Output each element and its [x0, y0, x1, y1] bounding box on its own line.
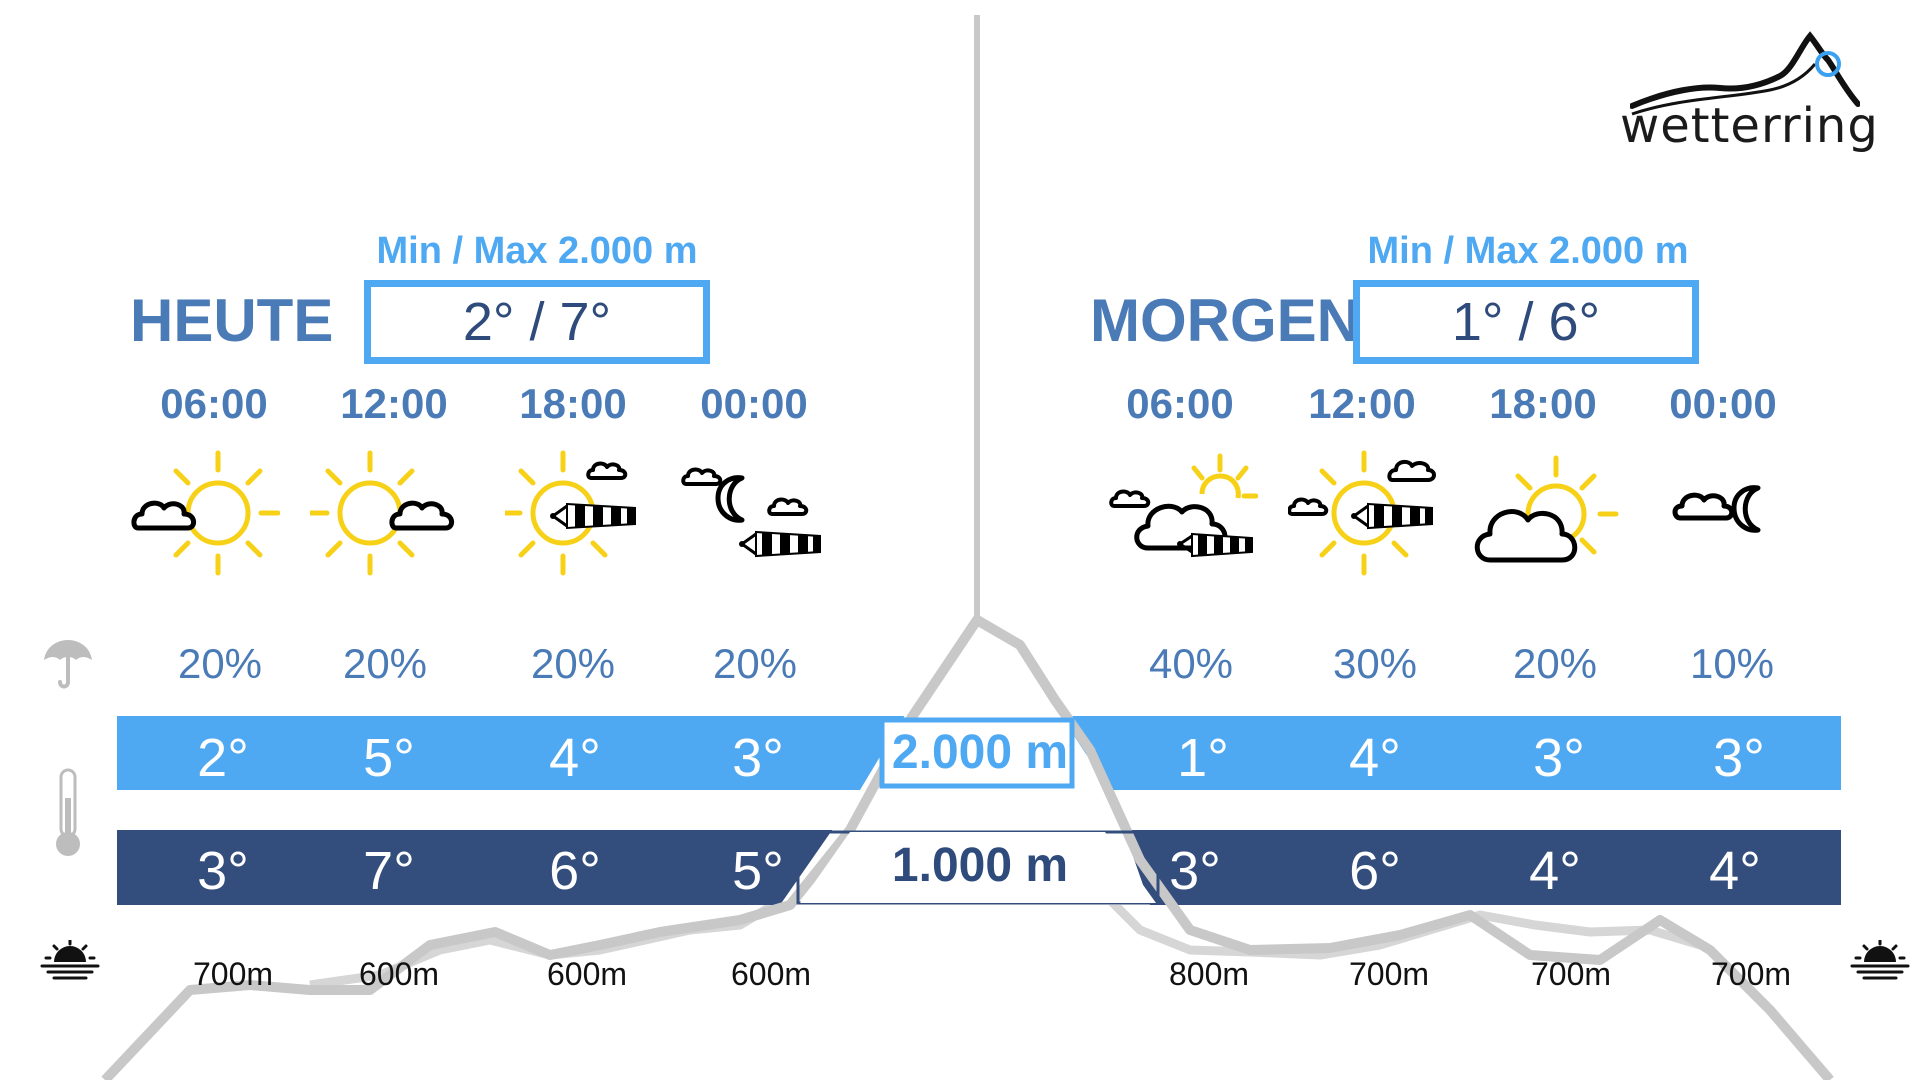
temp-1000m: 4° — [1529, 841, 1581, 901]
minmax-box-tomorrow: 1° / 6° — [1353, 280, 1699, 364]
altitude-label-2000m: 2.000 m — [891, 726, 1069, 779]
time-label: 18:00 — [1489, 380, 1597, 427]
temp-2000m: 1° — [1177, 728, 1229, 788]
temp-2000m: 5° — [363, 728, 415, 788]
precip-value: 10% — [1689, 640, 1775, 687]
minmax-label-today: Min / Max 2.000 m — [376, 230, 698, 272]
temp-2000m: 4° — [1349, 728, 1401, 788]
temp-1000m: 6° — [1349, 841, 1401, 901]
umbrella-icon — [44, 640, 92, 689]
sun-wind-cloud-icon — [505, 450, 636, 576]
sunrise-icon — [40, 940, 100, 980]
temp-2000m: 3° — [1713, 728, 1765, 788]
time-label: 12:00 — [340, 380, 448, 427]
thermometer-icon — [56, 768, 80, 856]
temp-1000m: 3° — [197, 841, 249, 901]
cloud-sun-wind-icon — [1109, 453, 1258, 558]
precip-value: 30% — [1332, 640, 1418, 687]
brand-name: wetterring — [1620, 98, 1879, 154]
precip-value: 20% — [342, 640, 428, 687]
precip-value: 40% — [1148, 640, 1234, 687]
moon-clouds-wind-icon — [681, 467, 821, 558]
temp-2000m: 3° — [1533, 728, 1585, 788]
precip-value: 20% — [1512, 640, 1598, 687]
precip-value: 20% — [712, 640, 798, 687]
logo-mountain-icon — [1630, 31, 1860, 116]
time-label: 18:00 — [519, 380, 627, 427]
minmax-box-today: 2° / 7° — [364, 280, 710, 364]
temp-1000m: 4° — [1709, 841, 1761, 901]
altitude-label-1000m: 1.000 m — [891, 839, 1069, 892]
temp-1000m: 3° — [1169, 841, 1221, 901]
time-label: 00:00 — [700, 380, 808, 427]
temp-2000m: 3° — [732, 728, 784, 788]
snow-line-value: 600m — [358, 956, 440, 992]
day-title-tomorrow: MORGEN — [1090, 287, 1360, 354]
sun-cloud-left-icon — [131, 450, 280, 576]
snow-line-value: 700m — [1710, 956, 1792, 992]
cloud-moon-icon — [1672, 485, 1761, 533]
day-title-today: HEUTE — [130, 287, 334, 354]
temp-1000m: 6° — [549, 841, 601, 901]
temp-2000m: 4° — [549, 728, 601, 788]
snow-line-value: 700m — [1348, 956, 1430, 992]
snow-line-value: 600m — [730, 956, 812, 992]
time-label: 06:00 — [160, 380, 268, 427]
snow-line-value: 700m — [1530, 956, 1612, 992]
sun-cloud-right-icon — [310, 450, 454, 576]
sunset-icon — [1850, 940, 1910, 980]
snow-line-value: 800m — [1168, 956, 1250, 992]
snow-line-value: 700m — [192, 956, 274, 992]
precip-value: 20% — [177, 640, 263, 687]
minmax-label-tomorrow: Min / Max 2.000 m — [1367, 230, 1689, 272]
temp-1000m: 7° — [363, 841, 415, 901]
time-label: 12:00 — [1308, 380, 1416, 427]
snow-line-value: 600m — [546, 956, 628, 992]
temp-2000m: 2° — [197, 728, 249, 788]
big-cloud-sun-icon — [1474, 455, 1619, 563]
temp-1000m: 5° — [732, 841, 784, 901]
time-label: 00:00 — [1669, 380, 1777, 427]
time-label: 06:00 — [1126, 380, 1234, 427]
precip-value: 20% — [530, 640, 616, 687]
sun-wind-clouds-icon — [1288, 450, 1436, 576]
